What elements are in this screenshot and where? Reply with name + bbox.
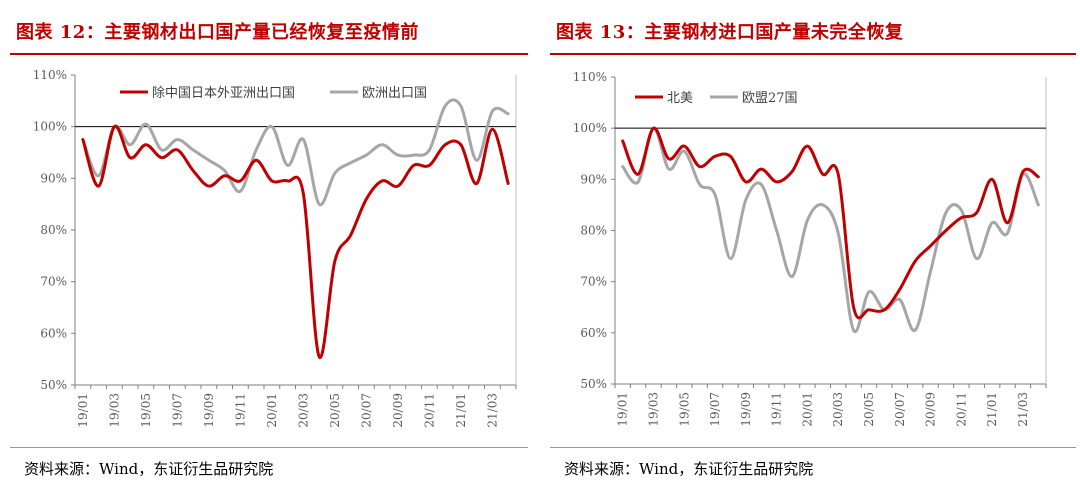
y-tick-label: 80% [40,223,67,237]
x-tick-label: 20/11 [954,392,968,427]
x-tick-label: 20/07 [359,393,373,428]
chart-panel-left: 图表 12：主要钢材出口国产量已经恢复至疫情前 50% 60% 70% 80% 90% 1… [0,0,532,500]
x-tick-label: 19/03 [107,393,121,428]
x-tick-label: 20/11 [422,393,436,428]
x-tick-label: 19/05 [139,393,153,428]
x-tick-label: 20/09 [391,393,405,428]
x-tick-label: 19/05 [677,392,691,427]
x-tick-label: 19/09 [202,393,216,428]
y-tick-label: 90% [40,171,67,185]
y-tick-label: 60% [40,326,67,340]
x-tick-label: 19/07 [708,392,722,427]
y-tick-label: 80% [580,224,607,238]
x-tick-label: 21/01 [454,393,468,428]
x-tick-label: 21/03 [485,393,499,428]
x-tick-label: 21/01 [985,392,999,427]
y-tick-label: 100% [33,120,67,134]
legend-label: 除中国日本外亚洲出口国 [152,86,295,101]
y-tick-label: 50% [580,377,607,391]
chart-panel-right: 图表 13：主要钢材进口国产量未完全恢复 50% 60% 70% 80% 90% 100%… [540,0,1080,500]
x-tick-label: 19/01 [616,392,630,427]
y-tick-label: 50% [40,378,67,392]
y-tick-label: 100% [573,121,607,135]
series-line-1 [621,126,1040,334]
y-tick-label: 70% [40,275,67,289]
title-divider [550,53,1076,55]
legend-label: 北美 [667,91,693,106]
line-chart-import: 50% 60% 70% 80% 90% 100% 110% 19/01 19/03 19/05 19… [573,70,1047,427]
chart-title: 图表 12：主要钢材出口国产量已经恢复至疫情前 [16,22,419,43]
line-chart-export: 50% 60% 70% 80% 90% 100% 110% 19/01 19/03 19/05 19… [33,68,517,428]
footer-divider [550,447,1076,448]
chart-title: 图表 13：主要钢材进口国产量未完全恢复 [556,22,904,43]
source-note: 资料来源：Wind，东证衍生品研究院 [564,460,814,478]
x-tick-label: 19/01 [76,393,90,428]
series-line-0 [621,126,1040,320]
x-tick-label: 20/03 [831,392,845,427]
x-tick-label: 20/03 [296,393,310,428]
x-tick-label: 19/09 [739,392,753,427]
x-tick-label: 20/01 [265,393,279,428]
y-tick-label: 110% [573,70,607,84]
y-tick-label: 60% [580,326,607,340]
source-note: 资料来源：Wind，东证衍生品研究院 [24,460,274,478]
x-tick-label: 19/03 [646,392,660,427]
legend-label: 欧盟27国 [742,91,798,106]
x-tick-label: 19/11 [233,393,247,428]
y-tick-label: 90% [580,172,607,186]
x-tick-label: 20/09 [924,392,938,427]
footer-divider [10,447,528,448]
title-divider [10,53,528,55]
series-line-1 [81,98,510,207]
x-tick-label: 19/07 [170,393,184,428]
y-tick-label: 110% [33,68,67,82]
y-tick-label: 70% [580,275,607,289]
x-tick-label: 21/03 [1016,392,1030,427]
x-tick-label: 19/11 [770,392,784,427]
x-tick-label: 20/07 [893,392,907,427]
x-tick-label: 20/05 [328,393,342,428]
legend-label: 欧洲出口国 [362,86,427,101]
x-tick-label: 20/05 [862,392,876,427]
series-line-0 [81,125,510,359]
x-tick-label: 20/01 [800,392,814,427]
